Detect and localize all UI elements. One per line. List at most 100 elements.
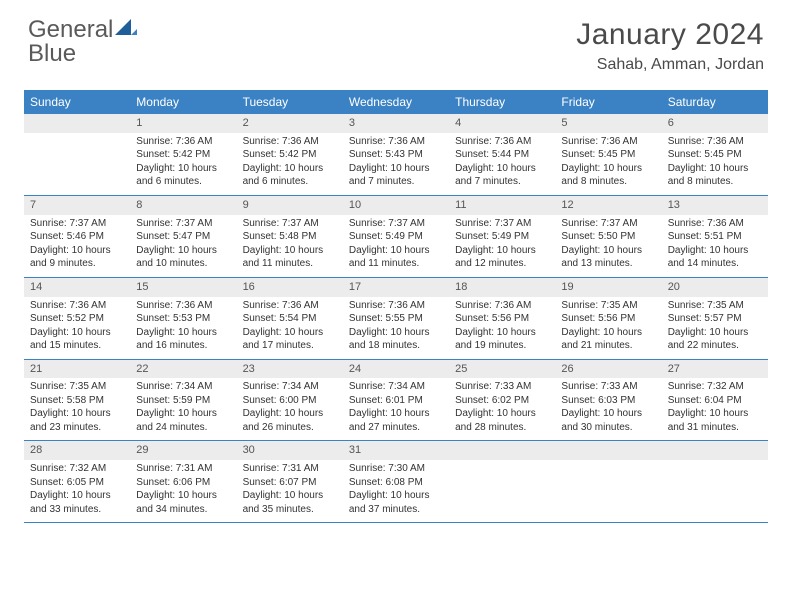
day-number: 14 bbox=[24, 278, 130, 297]
day-cell: 19Sunrise: 7:35 AMSunset: 5:56 PMDayligh… bbox=[555, 278, 661, 359]
day-cell: 7Sunrise: 7:37 AMSunset: 5:46 PMDaylight… bbox=[24, 196, 130, 277]
sunset-text: Sunset: 5:44 PM bbox=[455, 148, 549, 162]
daylight-text: Daylight: 10 hours and 15 minutes. bbox=[30, 326, 124, 353]
sunrise-text: Sunrise: 7:37 AM bbox=[136, 217, 230, 231]
daylight-text: Daylight: 10 hours and 16 minutes. bbox=[136, 326, 230, 353]
day-cell: 1Sunrise: 7:36 AMSunset: 5:42 PMDaylight… bbox=[130, 114, 236, 195]
day-body: Sunrise: 7:32 AMSunset: 6:04 PMDaylight:… bbox=[662, 378, 768, 440]
day-body: Sunrise: 7:36 AMSunset: 5:51 PMDaylight:… bbox=[662, 215, 768, 277]
logo-text-gray: General bbox=[28, 16, 113, 43]
sunset-text: Sunset: 6:04 PM bbox=[668, 394, 762, 408]
sunrise-text: Sunrise: 7:34 AM bbox=[136, 380, 230, 394]
day-cell: 21Sunrise: 7:35 AMSunset: 5:58 PMDayligh… bbox=[24, 360, 130, 441]
sunset-text: Sunset: 5:46 PM bbox=[30, 230, 124, 244]
day-cell: 22Sunrise: 7:34 AMSunset: 5:59 PMDayligh… bbox=[130, 360, 236, 441]
sunset-text: Sunset: 5:57 PM bbox=[668, 312, 762, 326]
logo: General Blue bbox=[28, 18, 137, 66]
daylight-text: Daylight: 10 hours and 6 minutes. bbox=[136, 162, 230, 189]
daylight-text: Daylight: 10 hours and 17 minutes. bbox=[243, 326, 337, 353]
weekday-sat: Saturday bbox=[662, 90, 768, 114]
daylight-text: Daylight: 10 hours and 6 minutes. bbox=[243, 162, 337, 189]
day-body bbox=[24, 133, 130, 141]
day-number: 12 bbox=[555, 196, 661, 215]
day-number: 5 bbox=[555, 114, 661, 133]
day-cell: 23Sunrise: 7:34 AMSunset: 6:00 PMDayligh… bbox=[237, 360, 343, 441]
sunset-text: Sunset: 5:47 PM bbox=[136, 230, 230, 244]
sunrise-text: Sunrise: 7:36 AM bbox=[136, 299, 230, 313]
sunrise-text: Sunrise: 7:36 AM bbox=[455, 135, 549, 149]
sunset-text: Sunset: 5:54 PM bbox=[243, 312, 337, 326]
day-number: 15 bbox=[130, 278, 236, 297]
logo-text-blue: Blue bbox=[28, 40, 76, 67]
weekday-fri: Friday bbox=[555, 90, 661, 114]
day-number: 2 bbox=[237, 114, 343, 133]
weeks-container: 1Sunrise: 7:36 AMSunset: 5:42 PMDaylight… bbox=[24, 114, 768, 523]
sunrise-text: Sunrise: 7:32 AM bbox=[668, 380, 762, 394]
daylight-text: Daylight: 10 hours and 19 minutes. bbox=[455, 326, 549, 353]
day-body: Sunrise: 7:36 AMSunset: 5:45 PMDaylight:… bbox=[555, 133, 661, 195]
day-body: Sunrise: 7:37 AMSunset: 5:50 PMDaylight:… bbox=[555, 215, 661, 277]
day-cell: 27Sunrise: 7:32 AMSunset: 6:04 PMDayligh… bbox=[662, 360, 768, 441]
daylight-text: Daylight: 10 hours and 10 minutes. bbox=[136, 244, 230, 271]
day-body: Sunrise: 7:35 AMSunset: 5:58 PMDaylight:… bbox=[24, 378, 130, 440]
sunrise-text: Sunrise: 7:34 AM bbox=[349, 380, 443, 394]
day-cell: 12Sunrise: 7:37 AMSunset: 5:50 PMDayligh… bbox=[555, 196, 661, 277]
location-label: Sahab, Amman, Jordan bbox=[576, 56, 764, 74]
day-body: Sunrise: 7:34 AMSunset: 6:01 PMDaylight:… bbox=[343, 378, 449, 440]
weekday-thu: Thursday bbox=[449, 90, 555, 114]
day-number: 10 bbox=[343, 196, 449, 215]
month-title: January 2024 bbox=[576, 18, 764, 52]
sunrise-text: Sunrise: 7:36 AM bbox=[243, 299, 337, 313]
sunset-text: Sunset: 5:51 PM bbox=[668, 230, 762, 244]
day-number: 11 bbox=[449, 196, 555, 215]
day-number bbox=[662, 441, 768, 460]
daylight-text: Daylight: 10 hours and 24 minutes. bbox=[136, 407, 230, 434]
day-number: 19 bbox=[555, 278, 661, 297]
day-body: Sunrise: 7:36 AMSunset: 5:52 PMDaylight:… bbox=[24, 297, 130, 359]
weekday-mon: Monday bbox=[130, 90, 236, 114]
sunrise-text: Sunrise: 7:36 AM bbox=[243, 135, 337, 149]
day-body: Sunrise: 7:36 AMSunset: 5:54 PMDaylight:… bbox=[237, 297, 343, 359]
day-body: Sunrise: 7:33 AMSunset: 6:02 PMDaylight:… bbox=[449, 378, 555, 440]
sunset-text: Sunset: 5:55 PM bbox=[349, 312, 443, 326]
sunrise-text: Sunrise: 7:36 AM bbox=[668, 217, 762, 231]
day-body: Sunrise: 7:31 AMSunset: 6:07 PMDaylight:… bbox=[237, 460, 343, 522]
day-body bbox=[555, 460, 661, 468]
daylight-text: Daylight: 10 hours and 11 minutes. bbox=[349, 244, 443, 271]
sunset-text: Sunset: 6:00 PM bbox=[243, 394, 337, 408]
day-body: Sunrise: 7:33 AMSunset: 6:03 PMDaylight:… bbox=[555, 378, 661, 440]
daylight-text: Daylight: 10 hours and 21 minutes. bbox=[561, 326, 655, 353]
weekday-header: Sunday Monday Tuesday Wednesday Thursday… bbox=[24, 90, 768, 114]
day-body: Sunrise: 7:37 AMSunset: 5:49 PMDaylight:… bbox=[449, 215, 555, 277]
day-cell: 9Sunrise: 7:37 AMSunset: 5:48 PMDaylight… bbox=[237, 196, 343, 277]
day-body: Sunrise: 7:36 AMSunset: 5:45 PMDaylight:… bbox=[662, 133, 768, 195]
daylight-text: Daylight: 10 hours and 8 minutes. bbox=[561, 162, 655, 189]
sunset-text: Sunset: 5:59 PM bbox=[136, 394, 230, 408]
day-cell bbox=[662, 441, 768, 522]
sunrise-text: Sunrise: 7:37 AM bbox=[561, 217, 655, 231]
daylight-text: Daylight: 10 hours and 7 minutes. bbox=[349, 162, 443, 189]
day-body: Sunrise: 7:36 AMSunset: 5:55 PMDaylight:… bbox=[343, 297, 449, 359]
day-cell: 4Sunrise: 7:36 AMSunset: 5:44 PMDaylight… bbox=[449, 114, 555, 195]
daylight-text: Daylight: 10 hours and 23 minutes. bbox=[30, 407, 124, 434]
daylight-text: Daylight: 10 hours and 26 minutes. bbox=[243, 407, 337, 434]
day-number: 31 bbox=[343, 441, 449, 460]
sunset-text: Sunset: 5:42 PM bbox=[136, 148, 230, 162]
day-body: Sunrise: 7:36 AMSunset: 5:56 PMDaylight:… bbox=[449, 297, 555, 359]
day-body: Sunrise: 7:36 AMSunset: 5:42 PMDaylight:… bbox=[130, 133, 236, 195]
day-cell: 3Sunrise: 7:36 AMSunset: 5:43 PMDaylight… bbox=[343, 114, 449, 195]
sunrise-text: Sunrise: 7:33 AM bbox=[455, 380, 549, 394]
sunset-text: Sunset: 5:49 PM bbox=[455, 230, 549, 244]
logo-sail-icon bbox=[115, 24, 137, 41]
day-number: 30 bbox=[237, 441, 343, 460]
day-cell: 31Sunrise: 7:30 AMSunset: 6:08 PMDayligh… bbox=[343, 441, 449, 522]
sunrise-text: Sunrise: 7:36 AM bbox=[561, 135, 655, 149]
day-number: 18 bbox=[449, 278, 555, 297]
day-cell: 25Sunrise: 7:33 AMSunset: 6:02 PMDayligh… bbox=[449, 360, 555, 441]
day-body: Sunrise: 7:36 AMSunset: 5:44 PMDaylight:… bbox=[449, 133, 555, 195]
day-cell: 2Sunrise: 7:36 AMSunset: 5:42 PMDaylight… bbox=[237, 114, 343, 195]
day-number: 7 bbox=[24, 196, 130, 215]
weekday-tue: Tuesday bbox=[237, 90, 343, 114]
sunrise-text: Sunrise: 7:35 AM bbox=[561, 299, 655, 313]
sunrise-text: Sunrise: 7:36 AM bbox=[668, 135, 762, 149]
